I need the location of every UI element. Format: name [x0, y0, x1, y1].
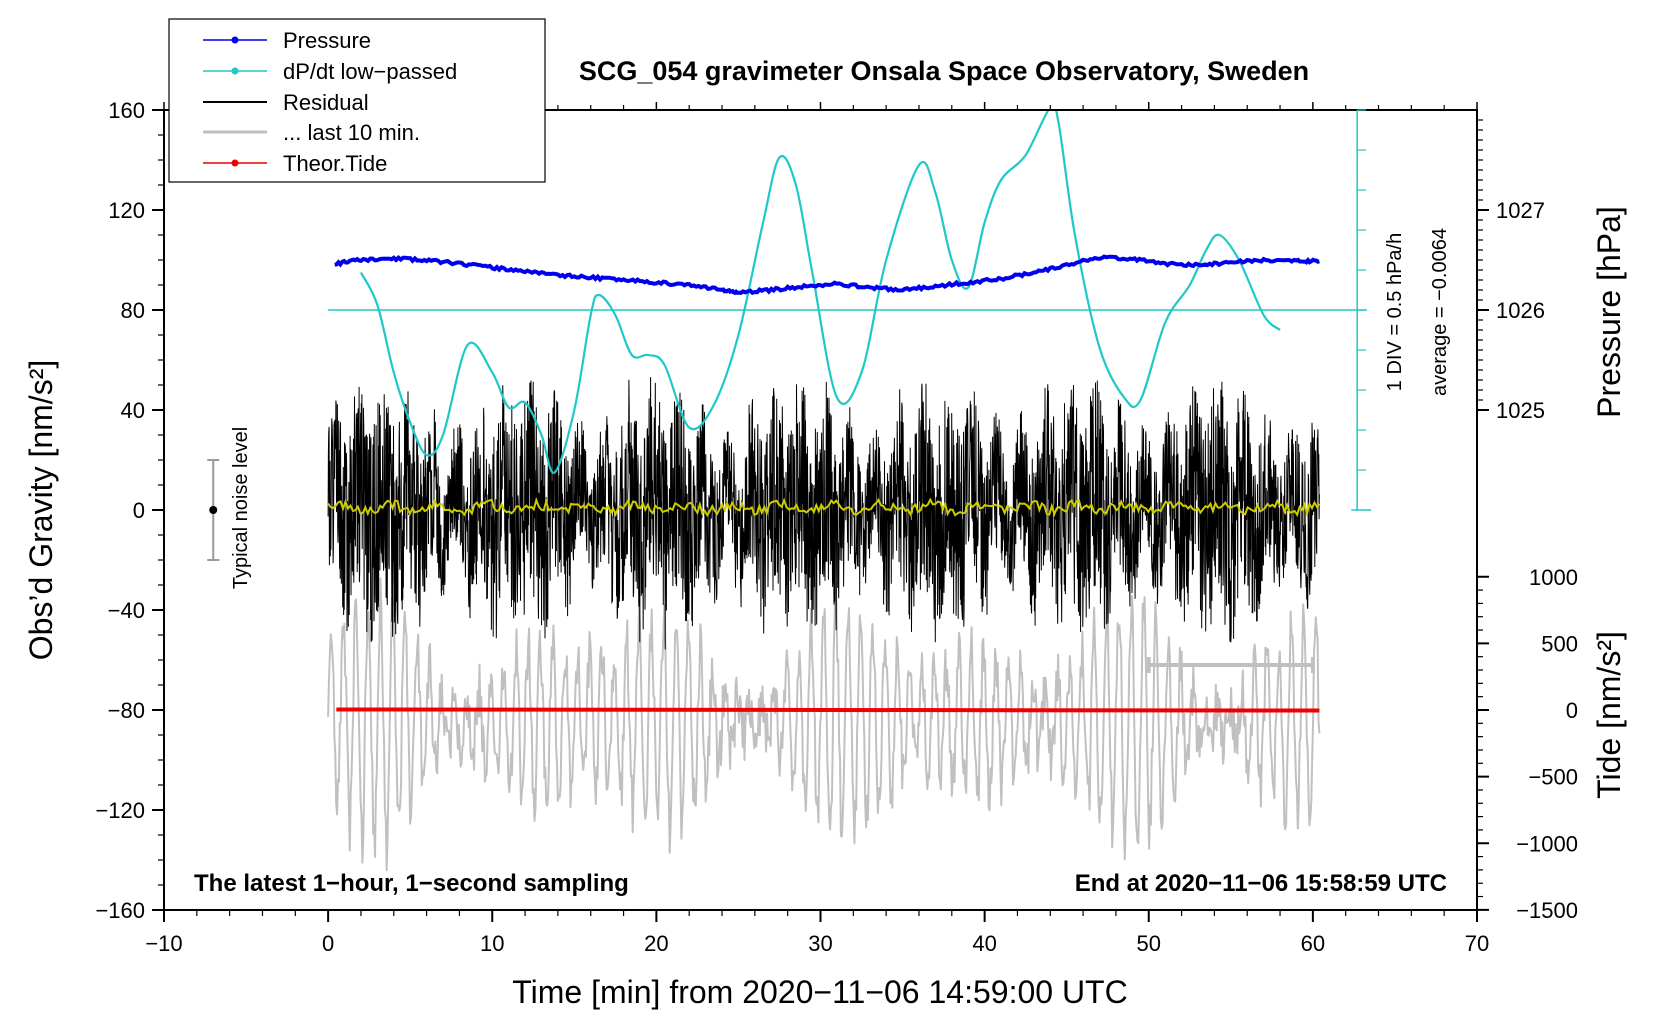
y-tick-label: 40: [121, 398, 145, 423]
legend-label-dpdt: dP/dt low−passed: [283, 59, 457, 84]
legend-label-pressure: Pressure: [283, 28, 371, 53]
x-tick-label: 30: [808, 931, 832, 956]
x-tick-label: 20: [644, 931, 668, 956]
tide-tick-label: −1500: [1516, 898, 1578, 923]
x-tick-label: 0: [322, 931, 334, 956]
legend-label-tide: Theor.Tide: [283, 151, 387, 176]
pressure-tick-label: 1026: [1496, 298, 1545, 323]
legend-item-dpdt: dP/dt low−passed: [203, 59, 457, 84]
y-axis-pressure: 1027 1026 1025: [1477, 119, 1545, 423]
legend-box: [168, 18, 546, 183]
theor-tide-series: [336, 707, 1320, 713]
dpdt-average-label: average = −0.0064: [1429, 228, 1451, 396]
tide-tick-label: 0: [1566, 698, 1578, 723]
y-axis-left-title: Obs’d Gravity [nm/s²]: [23, 360, 59, 661]
tide-tick-label: −500: [1528, 765, 1578, 790]
legend-marker-pressure: [231, 36, 239, 44]
legend-label-last10: ... last 10 min.: [283, 120, 420, 145]
legend-marker-tide: [231, 159, 239, 167]
x-tick-label: 70: [1465, 931, 1489, 956]
series-layer: [327, 110, 1368, 872]
pressure-tick-label: 1025: [1496, 398, 1545, 423]
noise-level-bar: [207, 459, 220, 561]
tide-tick-label: 1000: [1529, 565, 1578, 590]
x-axis-title: Time [min] from 2020−11−06 14:59:00 UTC: [512, 974, 1127, 1010]
residual-smoothed-series: [327, 496, 1321, 518]
x-tick-label: −10: [145, 931, 182, 956]
legend-item-tide: Theor.Tide: [203, 151, 387, 176]
tide-tick-label: 500: [1541, 631, 1578, 656]
legend-item-residual: Residual: [203, 90, 369, 115]
y-tick-label: −80: [108, 698, 145, 723]
tide-tick-label: −1000: [1516, 831, 1578, 856]
legend-label-residual: Residual: [283, 90, 369, 115]
last-10-min-series: [327, 577, 1321, 872]
legend-item-last10: ... last 10 min.: [203, 120, 420, 145]
x-axis: −10 0 10 20 30 40 50 60 70: [145, 102, 1489, 956]
x-tick-label: 40: [972, 931, 996, 956]
note-sampling: The latest 1−hour, 1−second sampling: [194, 870, 629, 897]
chart-title: SCG_054 gravimeter Onsala Space Observat…: [579, 56, 1309, 86]
tide-axis-title: Tide [nm/s²]: [1591, 631, 1627, 799]
y-axis-tide: 1000 500 0 −500 −1000 −1500: [1477, 565, 1578, 923]
y-tick-label: 120: [108, 198, 145, 223]
y-axis-left: 160 120 80 40 0 −40 −80 −120 −160: [95, 98, 164, 923]
y-tick-label: 0: [133, 498, 145, 523]
pressure-axis-title: Pressure [hPa]: [1591, 206, 1627, 418]
noise-bar-dot: [209, 506, 218, 514]
x-tick-label: 60: [1301, 931, 1325, 956]
x-tick-label: 10: [480, 931, 504, 956]
y-tick-label: −40: [108, 598, 145, 623]
residual-series: [327, 377, 1320, 650]
dpdt-series: [359, 110, 1281, 474]
dpdt-scale: [1351, 109, 1372, 511]
pressure-series: [334, 254, 1320, 296]
note-end-time: End at 2020−11−06 15:58:59 UTC: [1075, 870, 1447, 897]
noise-level-label: Typical noise level: [230, 427, 252, 589]
legend-item-pressure: Pressure: [203, 28, 371, 53]
dpdt-scale-label: 1 DIV = 0.5 hPa/h: [1384, 233, 1406, 391]
y-tick-label: −160: [95, 898, 145, 923]
x-tick-label: 50: [1137, 931, 1161, 956]
legend: Pressure dP/dt low−passed Residual ... l…: [168, 18, 546, 183]
pressure-tick-label: 1027: [1496, 198, 1545, 223]
y-tick-label: −120: [95, 798, 145, 823]
y-tick-label: 80: [121, 298, 145, 323]
scale-bar: [1146, 657, 1315, 673]
y-tick-label: 160: [108, 98, 145, 123]
legend-marker-dpdt: [231, 67, 239, 75]
